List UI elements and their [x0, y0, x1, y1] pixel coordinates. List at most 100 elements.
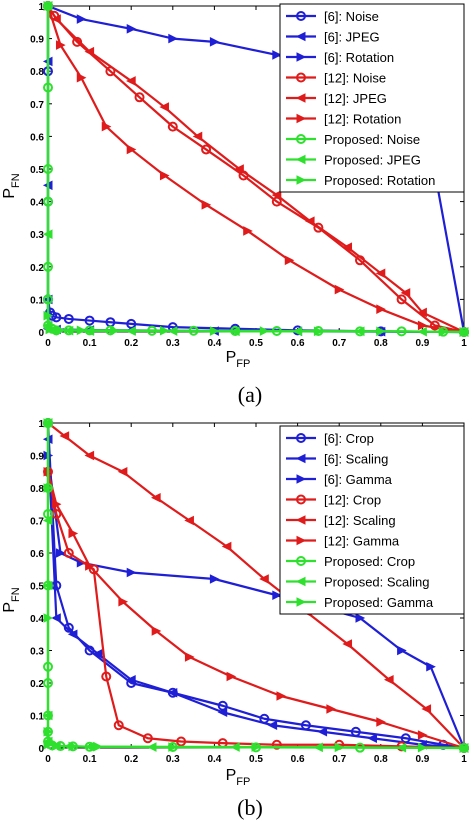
x-tick-label: 0.2 [124, 338, 138, 349]
legend-swatch-marker [295, 515, 306, 525]
panel-b: 0 0.1 0.2 0.3 0.4 0.5 0.6 0.7 0.8 0.9 1 0 0.1 0.2 0.3 0… [1, 418, 470, 820]
data-point [459, 743, 470, 753]
data-point [272, 50, 282, 60]
legend-label: [12]: Crop [324, 493, 381, 508]
data-point [51, 613, 61, 623]
data-point [59, 431, 70, 441]
panel-caption: (a) [238, 382, 262, 407]
legend-swatch-marker [295, 453, 306, 464]
data-point [101, 671, 112, 682]
y-axis-label-main: P [1, 188, 18, 199]
legend-label: [6]: JPEG [324, 30, 380, 45]
y-tick-label: 0.8 [30, 67, 44, 78]
data-point [221, 541, 232, 552]
data-point [76, 325, 87, 336]
legend-swatch-marker [295, 93, 306, 103]
data-point [159, 102, 169, 112]
y-tick-label: 0.1 [30, 712, 44, 723]
panel-caption: (b) [237, 795, 263, 820]
data-point [113, 720, 124, 731]
x-tick-label: 0.7 [332, 338, 346, 349]
data-point [226, 671, 237, 682]
data-point [51, 741, 62, 751]
legend-entry: Proposed: JPEG [286, 153, 421, 168]
data-point [167, 121, 178, 132]
legend-entry: [12]: Noise [286, 71, 386, 86]
legend-swatch-marker [296, 535, 307, 546]
series-5 [43, 1, 470, 337]
y-tick-label: 0.8 [30, 484, 44, 495]
y-axis-label: PFN [1, 587, 22, 612]
data-point [276, 691, 287, 701]
data-point [396, 294, 407, 305]
data-point [159, 170, 170, 181]
legend-label: [12]: Noise [324, 71, 386, 86]
legend-entry: Proposed: Crop [286, 554, 415, 569]
data-point [63, 313, 74, 324]
data-point [259, 326, 270, 336]
legend-swatch-marker [296, 134, 306, 144]
x-tick-label: 0.2 [124, 754, 138, 765]
data-point [43, 726, 54, 737]
y-tick-label: 1 [38, 419, 44, 430]
data-point [209, 574, 220, 584]
y-axis-label-subscript: FN [10, 173, 22, 188]
series-group [42, 1, 470, 337]
legend-label: [12]: JPEG [324, 91, 387, 106]
x-tick-label: 0 [45, 754, 51, 765]
legend-swatch-marker [296, 556, 306, 566]
data-point [271, 190, 282, 200]
legend-label: Proposed: Noise [324, 132, 420, 147]
legend-swatch-marker [296, 597, 307, 607]
data-point [63, 548, 74, 558]
data-point [51, 499, 62, 510]
x-axis-label-subscript: FP [236, 358, 250, 370]
data-point [142, 733, 153, 744]
data-point [284, 255, 295, 266]
data-point [126, 567, 137, 578]
data-point [334, 742, 345, 753]
x-tick-label: 0.4 [207, 338, 221, 349]
legend-swatch-marker [296, 52, 307, 62]
data-point [84, 315, 95, 326]
legend-entry: [6]: Noise [286, 9, 379, 24]
legend-entry: [6]: Rotation [286, 50, 394, 65]
data-point [192, 131, 203, 142]
data-point [272, 590, 282, 601]
data-point [417, 730, 428, 740]
axis-ticks: 0 0.1 0.2 0.3 0.4 0.5 0.6 0.7 0.8 0.9 1 0 0.1 0.2 0.3 0… [30, 2, 467, 349]
x-tick-label: 0 [45, 338, 51, 349]
data-point [84, 46, 95, 57]
data-point [243, 226, 253, 236]
legend-swatch-marker [296, 474, 307, 484]
data-point [67, 629, 78, 640]
data-point [43, 418, 54, 428]
data-point [217, 707, 228, 718]
y-tick-label: 1 [38, 2, 44, 13]
legend-label: [6]: Crop [324, 431, 374, 446]
x-tick-label: 0.8 [374, 754, 388, 765]
data-point [126, 76, 136, 86]
data-point [126, 144, 137, 155]
legend-label: Proposed: Crop [324, 554, 415, 569]
y-axis-label: PFN [1, 173, 22, 198]
legend-label: [12]: Scaling [324, 513, 396, 528]
y-tick-label: 0.6 [30, 549, 44, 560]
data-point [367, 733, 377, 744]
series-line [46, 471, 465, 750]
y-tick-label: 0.5 [30, 582, 44, 593]
x-tick-label: 0.7 [332, 754, 346, 765]
data-point [151, 492, 161, 503]
data-point [417, 307, 427, 318]
legend-entry: Proposed: Noise [286, 132, 420, 147]
data-point [159, 325, 170, 336]
data-point [55, 548, 66, 558]
legend-entry: [12]: JPEG [286, 91, 387, 106]
series-3 [43, 466, 469, 753]
y-tick-label: 0.7 [30, 100, 44, 111]
data-point [68, 741, 79, 752]
y-tick-label: 0.2 [30, 679, 44, 690]
x-tick-label: 0.5 [249, 338, 263, 349]
data-point [101, 121, 112, 132]
